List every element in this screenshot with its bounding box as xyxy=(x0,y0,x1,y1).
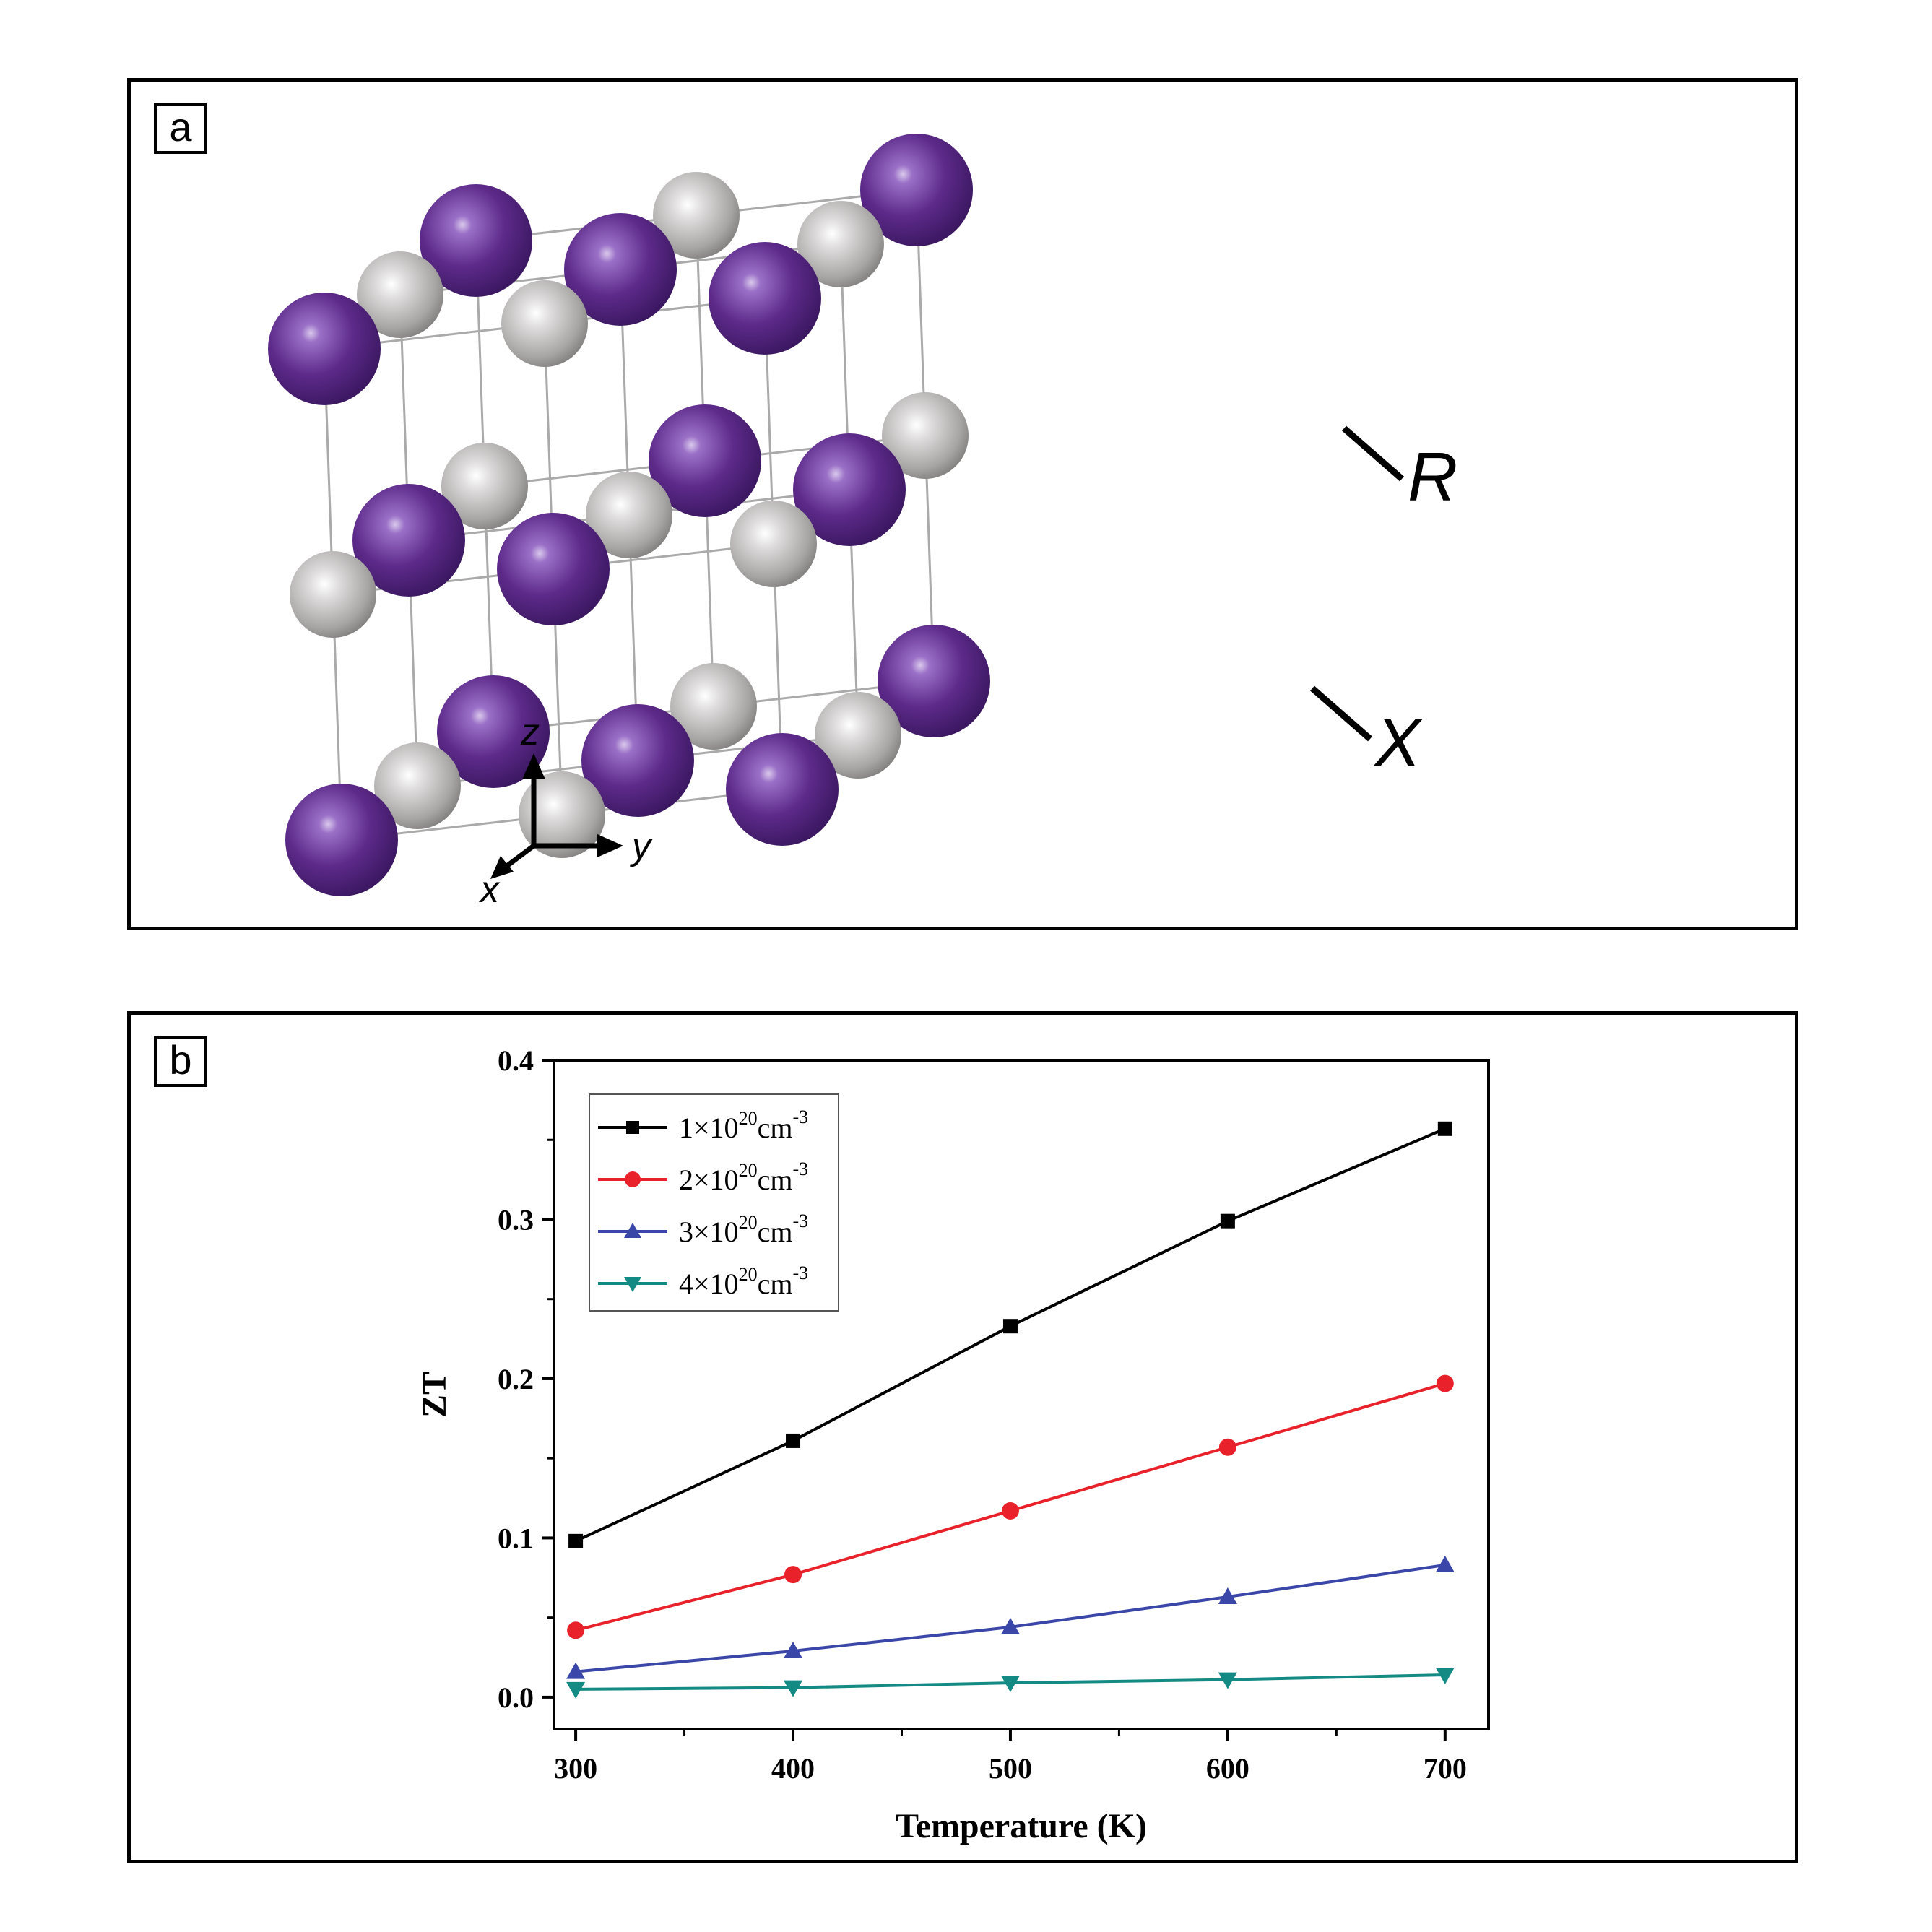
x-atom xyxy=(374,742,461,829)
x-atom xyxy=(653,172,740,259)
z-arrowhead-icon xyxy=(522,753,545,779)
chart-legend: 1×1020cm-3 2×1020cm-3 3×1020cm-3 4×1020cm-3 xyxy=(589,1093,839,1312)
r-atom xyxy=(860,134,973,246)
y-tick-label: 0.1 xyxy=(498,1522,534,1554)
x-atom xyxy=(501,280,588,367)
x-arrowhead-icon xyxy=(490,856,514,879)
data-point xyxy=(567,1621,585,1639)
legend-marker xyxy=(624,1277,641,1292)
crystal-structure-svg: R X z y x xyxy=(268,134,1457,911)
data-point xyxy=(566,1662,586,1679)
coordinate-axes: z y x xyxy=(478,711,653,911)
r-atom xyxy=(268,293,381,405)
r-atom xyxy=(649,404,761,517)
y-tick-label: 0.2 xyxy=(498,1363,534,1395)
data-point xyxy=(1218,1672,1237,1689)
x-atom xyxy=(586,472,672,558)
axis-ticks: 300 400 500 600 700 0.0 0.1 0.2 0.3 0.4 xyxy=(498,1044,1467,1785)
r-atom xyxy=(793,433,906,546)
x-atom xyxy=(815,692,901,779)
x-tick-label: 600 xyxy=(1206,1752,1249,1785)
data-point xyxy=(1001,1502,1019,1520)
x-atom xyxy=(290,551,376,638)
series-group xyxy=(568,1121,1452,1548)
series-group xyxy=(566,1668,1455,1699)
panel-b-zt-chart: b 300 400 500 600 700 0.0 0.1 0.2 0.3 0.4 Tempera… xyxy=(127,1011,1798,1863)
data-point xyxy=(1435,1555,1455,1572)
r-atom xyxy=(420,184,532,297)
x-atom xyxy=(357,251,443,338)
y-tick-label: 0.3 xyxy=(498,1203,534,1236)
plot-area-frame xyxy=(553,1059,1490,1730)
data-point xyxy=(1218,1438,1236,1456)
r-atom xyxy=(285,784,398,896)
r-atom xyxy=(437,675,550,788)
data-series xyxy=(566,1121,1455,1699)
r-site-leader-line xyxy=(1342,425,1404,482)
x-axis-title: Temperature (K) xyxy=(896,1807,1147,1845)
y-axis-title: ZT xyxy=(415,1372,454,1418)
legend-label: 2×1020cm-3 xyxy=(679,1158,808,1196)
zt-line-chart: 300 400 500 600 700 0.0 0.1 0.2 0.3 0.4 Temperatu… xyxy=(415,1044,1490,1845)
x-axis-arrow xyxy=(503,844,536,870)
x-atom xyxy=(441,443,528,529)
y-tick-label: 0.4 xyxy=(498,1044,534,1077)
y-arrowhead-icon xyxy=(597,834,623,857)
legend-label: 1×1020cm-3 xyxy=(679,1106,808,1144)
data-point xyxy=(1437,1121,1452,1136)
x-tick-label: 300 xyxy=(554,1752,597,1785)
lattice-atoms xyxy=(268,134,990,896)
x-site-label: X xyxy=(1373,704,1424,781)
data-point xyxy=(1220,1213,1235,1229)
data-point xyxy=(784,1641,803,1658)
data-point xyxy=(568,1533,584,1548)
legend-marker xyxy=(624,1223,641,1238)
legend-marker xyxy=(625,1171,641,1187)
panel-a-crystal-structure: a R X xyxy=(127,78,1798,930)
data-point xyxy=(1218,1587,1237,1605)
r-atom xyxy=(352,484,465,597)
legend-label: 3×1020cm-3 xyxy=(679,1210,808,1248)
data-point xyxy=(784,1566,802,1584)
data-point xyxy=(1002,1319,1018,1334)
legend-marker xyxy=(626,1121,639,1134)
x-atom xyxy=(519,771,605,858)
data-point xyxy=(1000,1676,1020,1693)
r-atom xyxy=(726,733,839,846)
r-atom xyxy=(581,704,694,817)
r-atom xyxy=(497,513,610,625)
panel-b-label: b xyxy=(154,1036,207,1087)
data-point xyxy=(786,1433,801,1448)
series-group xyxy=(566,1555,1455,1679)
x-tick-label: 700 xyxy=(1424,1752,1467,1785)
r-atom xyxy=(564,213,677,326)
z-axis-label: z xyxy=(520,711,540,753)
r-site-label: R xyxy=(1408,438,1457,516)
x-tick-label: 400 xyxy=(771,1752,815,1785)
r-atom xyxy=(709,242,821,355)
data-point xyxy=(566,1681,586,1699)
series-group xyxy=(567,1374,1454,1639)
data-point xyxy=(784,1680,803,1697)
x-axis-label: x xyxy=(478,869,501,911)
data-point xyxy=(1436,1374,1454,1392)
data-point xyxy=(1000,1617,1020,1634)
panel-a-label: a xyxy=(154,103,207,154)
legend-label: 4×1020cm-3 xyxy=(679,1262,808,1300)
y-tick-label: 0.0 xyxy=(498,1681,534,1714)
r-atom xyxy=(878,625,990,737)
x-tick-label: 500 xyxy=(989,1752,1032,1785)
x-atom xyxy=(797,201,884,287)
x-atom xyxy=(730,501,817,587)
x-atom xyxy=(882,392,969,479)
x-atom xyxy=(670,663,757,750)
y-axis-label: y xyxy=(630,826,653,867)
data-point xyxy=(1435,1668,1455,1685)
x-site-leader-line xyxy=(1310,685,1372,742)
